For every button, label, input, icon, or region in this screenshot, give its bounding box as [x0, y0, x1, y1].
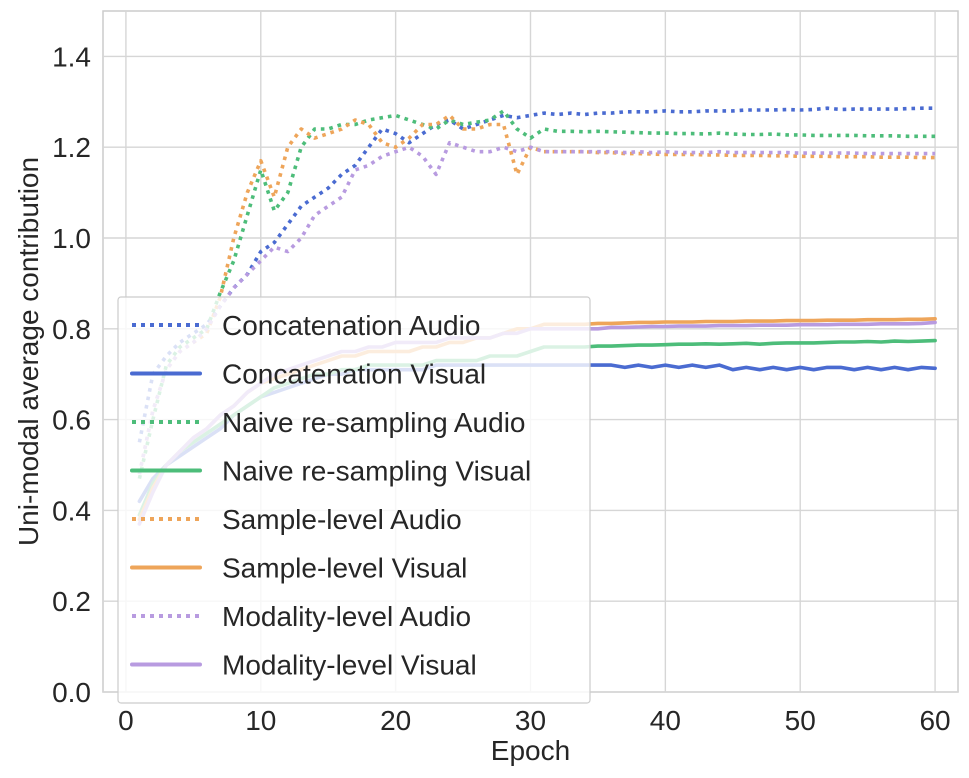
- legend-label-concatenation-visual: Concatenation Visual: [222, 359, 486, 390]
- y-axis-ticks: 0.0 0.2 0.4 0.6 0.8 1.0 1.2 1.4: [52, 41, 91, 708]
- y-tick-label: 1.4: [52, 41, 91, 72]
- legend-label-sample-level-audio: Sample-level Audio: [222, 504, 462, 535]
- legend-label-sample-level-visual: Sample-level Visual: [222, 553, 467, 584]
- x-tick-label: 40: [650, 705, 681, 736]
- x-tick-label: 60: [919, 705, 950, 736]
- y-tick-label: 0.4: [52, 495, 91, 526]
- y-tick-label: 0.8: [52, 314, 91, 345]
- series-line-concatenation-audio: [137, 106, 936, 443]
- legend-label-naive-re-sampling-audio: Naive re-sampling Audio: [222, 407, 526, 438]
- y-tick-label: 0.6: [52, 405, 91, 436]
- y-axis-title: Uni-modal average contribution: [13, 157, 44, 546]
- series-line-modality-level-audio: [137, 140, 936, 475]
- x-axis-title: Epoch: [491, 735, 570, 766]
- legend-label-concatenation-audio: Concatenation Audio: [222, 310, 480, 341]
- legend-label-modality-level-visual: Modality-level Visual: [222, 650, 477, 681]
- x-tick-label: 50: [785, 705, 816, 736]
- y-tick-label: 1.2: [52, 132, 91, 163]
- x-tick-label: 0: [118, 705, 134, 736]
- x-tick-label: 30: [515, 705, 546, 736]
- x-tick-label: 20: [380, 705, 411, 736]
- legend-label-modality-level-audio: Modality-level Audio: [222, 601, 471, 632]
- y-tick-label: 0.2: [52, 586, 91, 617]
- series-line-sample-level-audio: [137, 113, 936, 475]
- legend-box: [117, 296, 591, 704]
- x-axis-ticks: 0 10 20 30 40 50 60: [118, 705, 951, 736]
- y-tick-label: 0.0: [52, 677, 91, 708]
- x-tick-label: 10: [245, 705, 276, 736]
- y-tick-label: 1.0: [52, 223, 91, 254]
- legend: Concatenation Audio Concatenation Visual N…: [117, 296, 591, 704]
- legend-label-naive-re-sampling-visual: Naive re-sampling Visual: [222, 456, 531, 487]
